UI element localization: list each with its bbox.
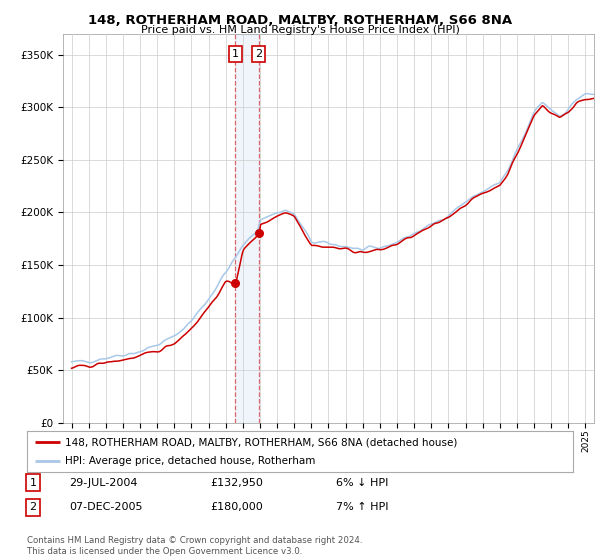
Text: 2: 2 <box>255 49 262 59</box>
Text: Contains HM Land Registry data © Crown copyright and database right 2024.
This d: Contains HM Land Registry data © Crown c… <box>27 536 362 556</box>
Bar <box>235 34 259 423</box>
Text: 148, ROTHERHAM ROAD, MALTBY, ROTHERHAM, S66 8NA (detached house): 148, ROTHERHAM ROAD, MALTBY, ROTHERHAM, … <box>65 437 458 447</box>
Text: 1: 1 <box>29 478 37 488</box>
Text: 2: 2 <box>29 502 37 512</box>
Text: 29-JUL-2004: 29-JUL-2004 <box>69 478 137 488</box>
Text: 6% ↓ HPI: 6% ↓ HPI <box>336 478 388 488</box>
Text: 148, ROTHERHAM ROAD, MALTBY, ROTHERHAM, S66 8NA: 148, ROTHERHAM ROAD, MALTBY, ROTHERHAM, … <box>88 14 512 27</box>
Text: 7% ↑ HPI: 7% ↑ HPI <box>336 502 389 512</box>
Text: £132,950: £132,950 <box>210 478 263 488</box>
Text: 07-DEC-2005: 07-DEC-2005 <box>69 502 143 512</box>
Text: £180,000: £180,000 <box>210 502 263 512</box>
Text: HPI: Average price, detached house, Rotherham: HPI: Average price, detached house, Roth… <box>65 456 316 465</box>
Text: Price paid vs. HM Land Registry's House Price Index (HPI): Price paid vs. HM Land Registry's House … <box>140 25 460 35</box>
Text: 1: 1 <box>232 49 239 59</box>
